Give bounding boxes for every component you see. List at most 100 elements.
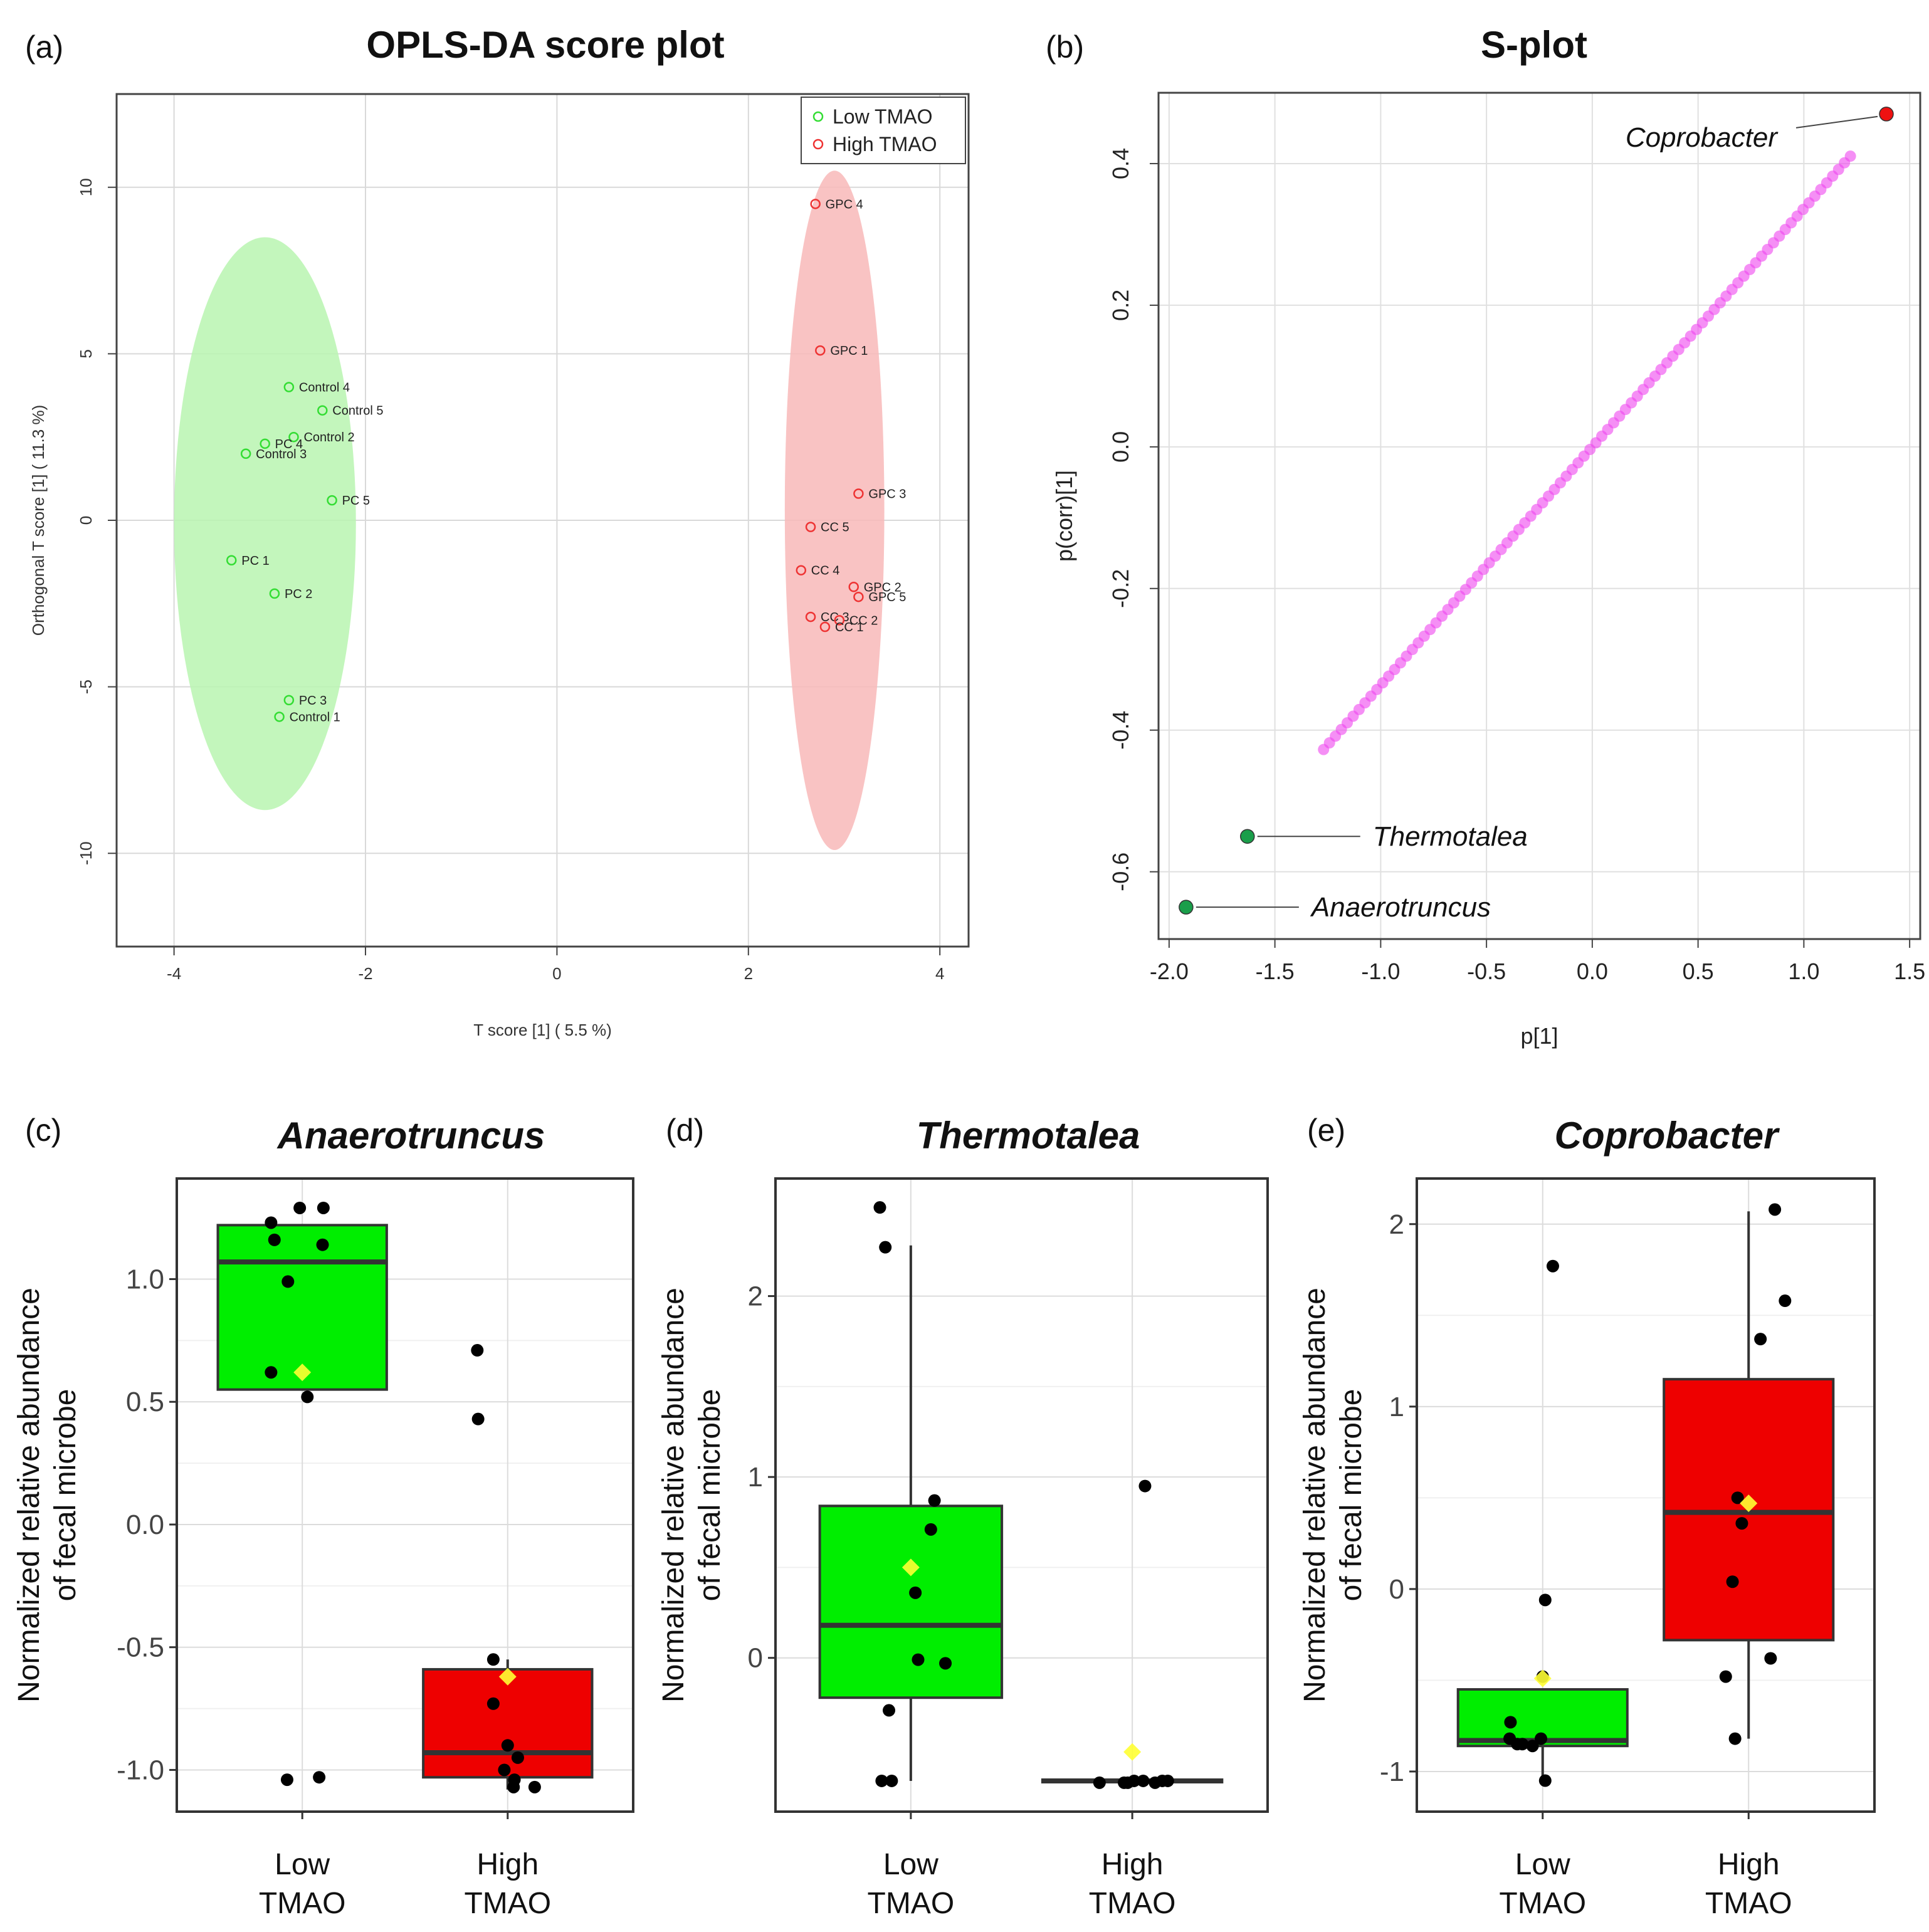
y-tick-label: -0.5: [117, 1632, 164, 1663]
sample-point: [848, 582, 859, 592]
sample-label: CC 5: [821, 521, 849, 535]
y-tick-label: 1.0: [126, 1264, 164, 1295]
sample-point: [1093, 1776, 1106, 1789]
plot-frame: [1416, 1177, 1876, 1813]
x-tick-label: 4: [935, 964, 944, 983]
sample-point: [511, 1751, 524, 1764]
high-tmao-ellipse: [784, 171, 885, 850]
sample-label: Control 1: [290, 710, 340, 724]
sample-point: [1735, 1517, 1748, 1530]
sample-point: [1538, 1593, 1552, 1607]
highlighted-variable: [1879, 107, 1894, 122]
sample-point: [873, 1201, 886, 1214]
sample-label: CC 1: [835, 621, 864, 634]
sample-point: [834, 615, 845, 626]
sample-label: Control 2: [303, 431, 354, 444]
annotation-label: Anaerotruncus: [1310, 892, 1491, 923]
sample-point: [796, 565, 807, 575]
sample-point: [1731, 1491, 1744, 1504]
thermotalea-boxplot: 0 1 2 Low TMAO High TMAO Normalized relative ab…: [657, 1177, 1269, 1920]
sample-point: [1538, 1774, 1552, 1787]
category-label: Low: [275, 1848, 330, 1881]
y-tick-label: 0.5: [126, 1387, 164, 1417]
sample-point: [327, 495, 337, 506]
sample-point: [486, 1653, 500, 1666]
sample-point: [853, 591, 864, 602]
legend-box: [801, 97, 966, 164]
y-axis-label: of fecal microbe: [49, 1389, 82, 1602]
x-tick-label: -1.0: [1361, 958, 1400, 984]
sample-label: PC 4: [275, 438, 303, 451]
sample-point: [805, 611, 816, 622]
sample-point: [240, 448, 251, 459]
sample-label: PC 3: [299, 694, 327, 708]
panel-c-title: Anaerotruncus: [276, 1115, 545, 1157]
x-axis-label: p[1]: [1520, 1023, 1558, 1049]
sample-point: [1779, 1294, 1792, 1308]
y-axis-label: of fecal microbe: [1335, 1389, 1368, 1602]
y-axis-label: Orthogonal T score [1] ( 11.3 %): [29, 405, 48, 636]
mean-marker: [1533, 1669, 1552, 1688]
panel-d-title: Thermotalea: [917, 1115, 1140, 1157]
y-tick-label: -1.0: [117, 1755, 164, 1785]
anaerotruncus-boxplot: -1.0 -0.5 0.0 0.5 1.0 Low TMAO High TMAO Normaliz…: [13, 1177, 634, 1920]
sample-point: [293, 1201, 307, 1214]
sample-point: [283, 382, 295, 392]
sample-point: [1128, 1774, 1141, 1787]
y-tick-label: 10: [76, 178, 95, 196]
x-tick-label: -2.0: [1150, 958, 1189, 984]
category-label: TMAO: [464, 1887, 551, 1920]
sample-point: [939, 1657, 952, 1670]
sample-point: [928, 1494, 941, 1507]
sample-label: Control 5: [332, 404, 383, 418]
y-tick-label: 1: [1389, 1392, 1404, 1422]
sample-label: PC 1: [241, 554, 269, 568]
x-tick-label: 2: [744, 964, 753, 983]
category-label: TMAO: [868, 1887, 955, 1920]
x-tick-label: 1.0: [1788, 958, 1819, 984]
sample-point: [280, 1773, 293, 1787]
y-tick-label: 0: [76, 516, 95, 525]
sample-point: [810, 199, 821, 209]
box: [422, 1667, 594, 1779]
annotation-label: Thermotalea: [1373, 821, 1528, 852]
y-tick-label: 0.2: [1108, 290, 1133, 321]
sample-label: Control 4: [299, 381, 350, 395]
sample-label: GPC 2: [864, 580, 901, 594]
legend-marker: [812, 111, 824, 122]
sample-label: Control 3: [256, 448, 307, 461]
sample-point: [1504, 1716, 1517, 1729]
mean-marker: [293, 1363, 312, 1382]
sample-point: [265, 1216, 278, 1229]
panel-e-letter: (e): [1307, 1113, 1345, 1148]
y-axis-label: Normalized relative abundance: [657, 1288, 690, 1703]
sample-point: [879, 1241, 892, 1254]
sample-label: PC 2: [285, 587, 312, 601]
mean-marker: [901, 1558, 920, 1577]
coprobacter-boxplot: -1 0 1 2 Low TMAO High TMAO Normalized relative …: [1298, 1177, 1876, 1920]
x-tick-label: -1.5: [1256, 958, 1295, 984]
highlighted-variable: [1179, 900, 1194, 915]
x-tick-label: 0.0: [1577, 958, 1608, 984]
mean-marker: [1740, 1494, 1758, 1513]
sample-point: [1138, 1479, 1152, 1493]
sample-point: [1726, 1575, 1739, 1588]
sample-point: [875, 1774, 888, 1787]
plot-frame: [1157, 92, 1921, 940]
panel-a-letter: (a): [25, 29, 63, 65]
y-tick-label: -0.6: [1108, 853, 1133, 891]
sample-point: [1137, 1774, 1150, 1787]
y-axis-label: Normalized relative abundance: [13, 1288, 46, 1703]
sample-point: [853, 488, 864, 499]
sample-point: [1516, 1738, 1529, 1751]
y-axis-label: of fecal microbe: [693, 1389, 727, 1602]
x-axis-label: T score [1] ( 5.5 %): [473, 1021, 612, 1039]
sample-point: [501, 1739, 514, 1752]
sample-point: [301, 1390, 314, 1404]
sample-point: [805, 522, 816, 532]
sample-point: [1719, 1670, 1732, 1683]
panel-a-title: OPLS-DA score plot: [366, 24, 724, 66]
y-tick-label: 2: [1389, 1209, 1404, 1240]
sample-point: [317, 405, 328, 416]
